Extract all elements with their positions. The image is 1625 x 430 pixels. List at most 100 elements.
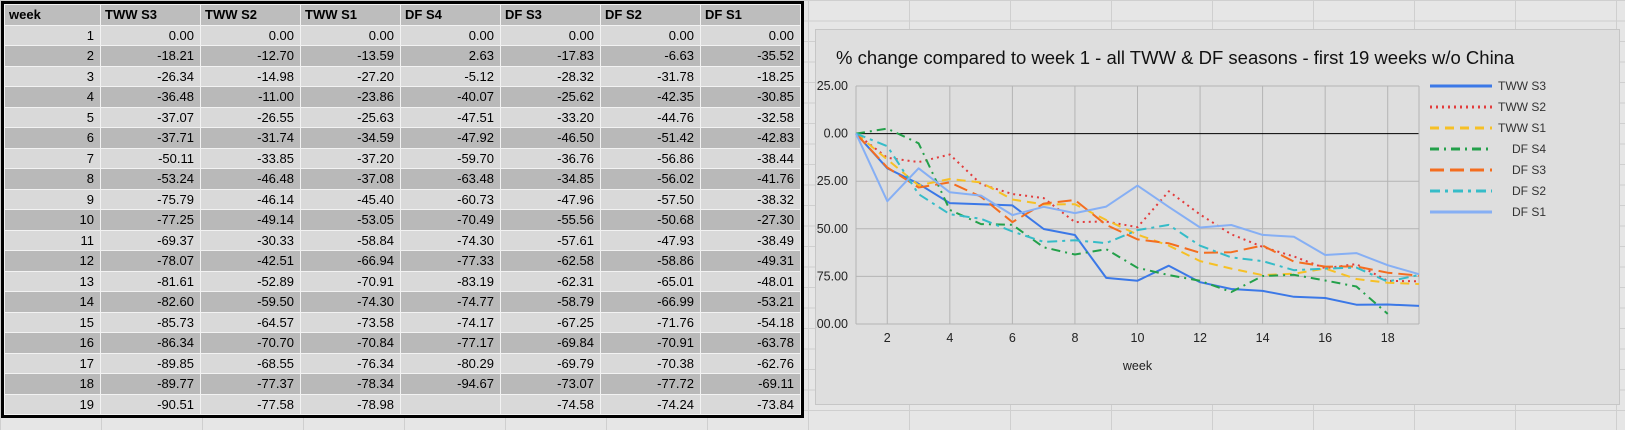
value-cell[interactable]: -73.58: [300, 311, 401, 333]
value-cell[interactable]: -73.84: [700, 393, 801, 415]
value-cell[interactable]: -6.63: [600, 45, 701, 67]
value-cell[interactable]: -64.57: [200, 311, 301, 333]
week-cell[interactable]: 4: [4, 86, 101, 108]
value-cell[interactable]: -78.98: [300, 393, 401, 415]
value-cell[interactable]: -77.25: [100, 209, 201, 231]
value-cell[interactable]: 0.00: [300, 24, 401, 46]
value-cell[interactable]: -13.59: [300, 45, 401, 67]
value-cell[interactable]: -47.93: [600, 229, 701, 251]
week-cell[interactable]: 12: [4, 250, 101, 272]
week-cell[interactable]: 13: [4, 270, 101, 292]
column-header[interactable]: DF S3: [500, 4, 601, 26]
column-header[interactable]: DF S1: [700, 4, 801, 26]
value-cell[interactable]: -66.99: [600, 291, 701, 313]
value-cell[interactable]: -46.14: [200, 188, 301, 210]
value-cell[interactable]: -38.32: [700, 188, 801, 210]
value-cell[interactable]: -54.18: [700, 311, 801, 333]
value-cell[interactable]: -58.84: [300, 229, 401, 251]
value-cell[interactable]: -53.21: [700, 291, 801, 313]
week-cell[interactable]: 8: [4, 168, 101, 190]
week-cell[interactable]: 9: [4, 188, 101, 210]
value-cell[interactable]: -58.86: [600, 250, 701, 272]
value-cell[interactable]: -70.49: [400, 209, 501, 231]
value-cell[interactable]: -63.48: [400, 168, 501, 190]
week-cell[interactable]: 15: [4, 311, 101, 333]
value-cell[interactable]: -50.68: [600, 209, 701, 231]
value-cell[interactable]: -12.70: [200, 45, 301, 67]
value-cell[interactable]: -25.62: [500, 86, 601, 108]
value-cell[interactable]: -70.84: [300, 332, 401, 354]
value-cell[interactable]: -55.56: [500, 209, 601, 231]
week-cell[interactable]: 10: [4, 209, 101, 231]
value-cell[interactable]: -37.07: [100, 106, 201, 128]
value-cell[interactable]: -36.48: [100, 86, 201, 108]
value-cell[interactable]: -77.37: [200, 373, 301, 395]
week-cell[interactable]: 6: [4, 127, 101, 149]
value-cell[interactable]: 0.00: [200, 24, 301, 46]
value-cell[interactable]: -11.00: [200, 86, 301, 108]
value-cell[interactable]: -49.31: [700, 250, 801, 272]
value-cell[interactable]: -83.19: [400, 270, 501, 292]
value-cell[interactable]: -35.52: [700, 45, 801, 67]
value-cell[interactable]: [400, 393, 501, 415]
column-header[interactable]: TWW S1: [300, 4, 401, 26]
value-cell[interactable]: -48.01: [700, 270, 801, 292]
value-cell[interactable]: 0.00: [700, 24, 801, 46]
column-header[interactable]: DF S4: [400, 4, 501, 26]
value-cell[interactable]: -56.02: [600, 168, 701, 190]
value-cell[interactable]: 2.63: [400, 45, 501, 67]
value-cell[interactable]: -46.50: [500, 127, 601, 149]
week-cell[interactable]: 17: [4, 352, 101, 374]
value-cell[interactable]: -80.29: [400, 352, 501, 374]
value-cell[interactable]: -74.77: [400, 291, 501, 313]
value-cell[interactable]: -89.85: [100, 352, 201, 374]
value-cell[interactable]: -73.07: [500, 373, 601, 395]
value-cell[interactable]: -53.05: [300, 209, 401, 231]
chart-panel[interactable]: % change compared to week 1 - all TWW & …: [815, 29, 1620, 405]
value-cell[interactable]: -23.86: [300, 86, 401, 108]
value-cell[interactable]: -77.58: [200, 393, 301, 415]
value-cell[interactable]: -63.78: [700, 332, 801, 354]
value-cell[interactable]: -41.76: [700, 168, 801, 190]
value-cell[interactable]: -65.01: [600, 270, 701, 292]
value-cell[interactable]: 0.00: [600, 24, 701, 46]
value-cell[interactable]: -56.86: [600, 147, 701, 169]
value-cell[interactable]: -74.30: [300, 291, 401, 313]
week-cell[interactable]: 16: [4, 332, 101, 354]
value-cell[interactable]: -86.34: [100, 332, 201, 354]
value-cell[interactable]: -69.11: [700, 373, 801, 395]
value-cell[interactable]: -31.74: [200, 127, 301, 149]
value-cell[interactable]: -27.30: [700, 209, 801, 231]
value-cell[interactable]: -44.76: [600, 106, 701, 128]
value-cell[interactable]: -58.79: [500, 291, 601, 313]
value-cell[interactable]: -60.73: [400, 188, 501, 210]
value-cell[interactable]: -47.51: [400, 106, 501, 128]
value-cell[interactable]: -69.37: [100, 229, 201, 251]
value-cell[interactable]: -77.17: [400, 332, 501, 354]
value-cell[interactable]: -74.17: [400, 311, 501, 333]
value-cell[interactable]: -47.92: [400, 127, 501, 149]
value-cell[interactable]: -74.58: [500, 393, 601, 415]
value-cell[interactable]: -42.51: [200, 250, 301, 272]
value-cell[interactable]: -33.85: [200, 147, 301, 169]
value-cell[interactable]: -74.30: [400, 229, 501, 251]
value-cell[interactable]: -70.91: [600, 332, 701, 354]
value-cell[interactable]: -89.77: [100, 373, 201, 395]
value-cell[interactable]: -62.31: [500, 270, 601, 292]
value-cell[interactable]: -62.58: [500, 250, 601, 272]
value-cell[interactable]: -59.50: [200, 291, 301, 313]
value-cell[interactable]: -68.55: [200, 352, 301, 374]
column-header[interactable]: TWW S3: [100, 4, 201, 26]
week-cell[interactable]: 5: [4, 106, 101, 128]
value-cell[interactable]: -57.61: [500, 229, 601, 251]
value-cell[interactable]: -47.96: [500, 188, 601, 210]
week-cell[interactable]: 14: [4, 291, 101, 313]
value-cell[interactable]: 0.00: [400, 24, 501, 46]
value-cell[interactable]: -38.49: [700, 229, 801, 251]
value-cell[interactable]: -50.11: [100, 147, 201, 169]
value-cell[interactable]: -46.48: [200, 168, 301, 190]
value-cell[interactable]: -90.51: [100, 393, 201, 415]
value-cell[interactable]: -77.72: [600, 373, 701, 395]
value-cell[interactable]: -34.59: [300, 127, 401, 149]
value-cell[interactable]: -18.25: [700, 65, 801, 87]
